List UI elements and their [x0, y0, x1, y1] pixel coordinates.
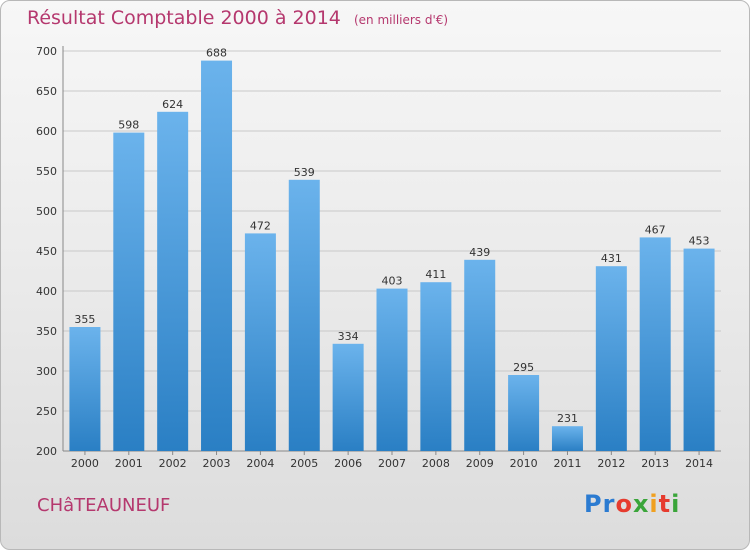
x-tick-label: 2010 — [510, 457, 538, 470]
y-tick-label: 350 — [36, 325, 57, 338]
subtitle-text: (en milliers d'€) — [353, 13, 449, 27]
bar-value-label: 598 — [118, 119, 139, 132]
bar-value-label: 403 — [382, 275, 403, 288]
logo-letter: i — [649, 490, 659, 518]
bar-value-label: 411 — [425, 268, 446, 281]
bar-value-label: 231 — [557, 412, 578, 425]
y-tick-labels: 200 250 300 350 400 450 500 550 600 650 700 — [36, 45, 57, 458]
bar-value-label: 334 — [338, 330, 359, 343]
bar-value-label: 624 — [162, 98, 183, 111]
y-tick-label: 450 — [36, 245, 57, 258]
y-tick-label: 650 — [36, 85, 57, 98]
logo-letter: i — [671, 490, 681, 518]
x-tick-label: 2003 — [203, 457, 231, 470]
bar — [551, 426, 583, 451]
bar — [332, 343, 364, 451]
logo-letter: r — [602, 490, 616, 518]
city-name: CHâTEAUNEUF — [37, 495, 171, 516]
bar-value-label: 295 — [513, 361, 534, 374]
y-tick-label: 550 — [36, 165, 57, 178]
x-tick-label: 2005 — [290, 457, 318, 470]
y-tick-label: 400 — [36, 285, 57, 298]
chart-title: Résultat Comptable 2000 à 2014 (en milli… — [27, 7, 448, 29]
bar-value-label: 472 — [250, 219, 271, 232]
x-tick-label: 2004 — [246, 457, 274, 470]
x-tick-label: 2001 — [115, 457, 143, 470]
bar — [508, 375, 540, 451]
bar — [595, 266, 627, 451]
title-text: Résultat Comptable 2000 à 2014 — [27, 7, 341, 29]
bar-value-label: 355 — [74, 313, 95, 326]
bar-value-label: 539 — [294, 166, 315, 179]
logo-letter: P — [584, 490, 603, 518]
bar — [683, 248, 715, 451]
bar — [69, 327, 101, 451]
logo-letter: x — [632, 490, 650, 518]
bar — [157, 111, 189, 452]
y-tick-label: 250 — [36, 405, 57, 418]
bar — [376, 288, 408, 451]
x-tick-label: 2011 — [553, 457, 581, 470]
x-tick-label: 2006 — [334, 457, 362, 470]
x-tick-label: 2007 — [378, 457, 406, 470]
bar-value-label: 453 — [689, 235, 710, 248]
logo-letter: t — [658, 490, 672, 518]
bar — [201, 60, 233, 451]
bar — [420, 282, 452, 451]
bar — [244, 233, 276, 451]
bar-value-label: 431 — [601, 252, 622, 265]
logo-letter: o — [615, 490, 633, 518]
y-tick-label: 600 — [36, 125, 57, 138]
y-tick-label: 200 — [36, 445, 57, 458]
bar-value-label: 439 — [469, 246, 490, 259]
value-labels: 355 598 624 688 472 539 334 403 411 439 295 231 431 4… — [74, 47, 709, 426]
x-tick-label: 2000 — [71, 457, 99, 470]
proxiti-logo: Proxiti — [584, 490, 680, 518]
bar-value-label: 467 — [645, 223, 666, 236]
bars — [69, 60, 715, 452]
x-tick-labels: 2000 2001 2002 2003 2004 2005 2006 2007 2008 2009… — [71, 457, 713, 470]
y-tick-label: 700 — [36, 45, 57, 58]
y-tick-label: 500 — [36, 205, 57, 218]
y-tick-label: 300 — [36, 365, 57, 378]
bar-value-label: 688 — [206, 47, 227, 60]
x-tick-label: 2012 — [597, 457, 625, 470]
x-tick-label: 2008 — [422, 457, 450, 470]
x-tick-label: 2014 — [685, 457, 713, 470]
bar — [288, 179, 320, 452]
bar — [639, 237, 671, 451]
x-tick-label: 2013 — [641, 457, 669, 470]
x-tick-label: 2002 — [159, 457, 187, 470]
bar — [464, 259, 496, 451]
bar — [113, 132, 145, 451]
x-tick-label: 2009 — [466, 457, 494, 470]
